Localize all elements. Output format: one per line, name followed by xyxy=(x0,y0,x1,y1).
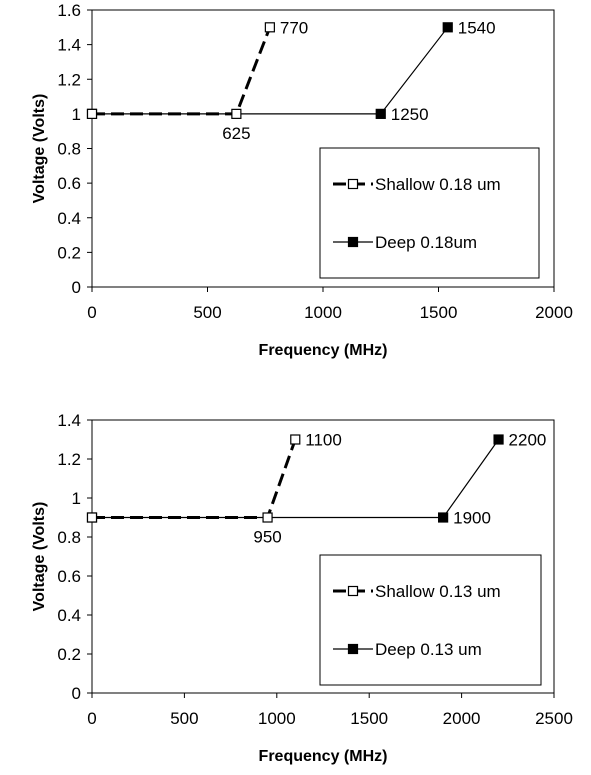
legend-marker xyxy=(347,178,359,190)
x-tick-label: 500 xyxy=(170,709,198,728)
x-axis-title: Frequency (MHz) xyxy=(259,342,388,359)
y-tick-label: 1.2 xyxy=(57,450,81,469)
y-tick-label: 0.4 xyxy=(57,606,81,625)
legend-marker xyxy=(347,236,359,248)
data-point-marker xyxy=(262,512,273,523)
data-point-marker xyxy=(290,434,301,445)
legend: Shallow 0.13 um Deep 0.13 um xyxy=(319,554,542,686)
data-label: 950 xyxy=(253,528,281,547)
x-tick-label: 1000 xyxy=(258,709,296,728)
x-tick-label: 0 xyxy=(87,709,96,728)
legend-box xyxy=(319,554,542,686)
legend-marker xyxy=(347,585,359,597)
data-label: 1100 xyxy=(305,431,342,450)
series-path xyxy=(92,439,500,519)
y-tick-label: 1 xyxy=(72,105,81,124)
data-label: 770 xyxy=(280,18,308,37)
series-path xyxy=(92,26,449,115)
series-path xyxy=(92,438,297,519)
y-axis-title: Voltage (Volts) xyxy=(31,94,48,204)
data-label: 1540 xyxy=(458,18,496,37)
y-tick-label: 1.2 xyxy=(57,70,81,89)
x-tick-label: 500 xyxy=(193,303,221,322)
data-point-marker xyxy=(442,22,453,33)
y-tick-label: 0.2 xyxy=(57,243,81,262)
x-tick-label: 2000 xyxy=(443,709,481,728)
data-label: 1250 xyxy=(391,105,429,124)
data-point-marker xyxy=(86,512,98,523)
legend-marker xyxy=(347,643,359,655)
legend-entry-label: Deep 0.18um xyxy=(375,233,477,252)
data-point-marker xyxy=(438,512,449,523)
y-tick-label: 1.4 xyxy=(57,411,81,430)
x-tick-label: 1000 xyxy=(304,303,342,322)
x-tick-label: 2000 xyxy=(535,303,573,322)
y-tick-label: 1 xyxy=(72,489,81,508)
data-point-marker xyxy=(493,434,504,445)
plot-area xyxy=(91,419,555,694)
legend-box xyxy=(319,147,540,279)
data-label: 2200 xyxy=(509,431,547,450)
x-axis-title: Frequency (MHz) xyxy=(259,748,388,765)
y-tick-label: 0.6 xyxy=(57,174,81,193)
y-tick-label: 0.2 xyxy=(57,645,81,664)
y-tick-label: 1.6 xyxy=(57,1,81,20)
y-tick-label: 0.4 xyxy=(57,209,81,228)
legend: Shallow 0.18 um Deep 0.18um xyxy=(319,147,540,279)
y-tick-label: 0 xyxy=(72,278,81,297)
x-tick-label: 0 xyxy=(87,303,96,322)
data-point-marker xyxy=(375,108,386,119)
series-solid-line xyxy=(86,434,504,523)
x-tick-label: 2500 xyxy=(535,709,573,728)
y-tick-label: 1.4 xyxy=(57,36,81,55)
series-path xyxy=(92,26,272,116)
data-label: 1900 xyxy=(453,509,491,528)
legend-entry-label: Deep 0.13 um xyxy=(375,640,482,659)
y-tick-label: 0 xyxy=(72,684,81,703)
y-axis-title: Voltage (Volts) xyxy=(31,502,48,612)
series-dashed-line xyxy=(86,434,301,523)
x-tick-label: 1500 xyxy=(350,709,388,728)
legend-entry-label: Shallow 0.18 um xyxy=(375,175,501,194)
data-label: 625 xyxy=(222,124,250,143)
data-point-marker xyxy=(264,22,275,33)
x-tick-label: 1500 xyxy=(420,303,458,322)
data-point-marker xyxy=(86,108,98,119)
series-dashed-line xyxy=(86,22,275,119)
chart-013um: 0 0.2 0.4 0.6 0.8 1 1.2 1.4 0 500 1000 1500 2000 2500… xyxy=(31,411,573,765)
y-tick-label: 0.6 xyxy=(57,567,81,586)
legend-entry-label: Shallow 0.13 um xyxy=(375,582,501,601)
data-point-marker xyxy=(231,108,242,119)
y-tick-label: 0.8 xyxy=(57,528,81,547)
y-tick-label: 0.8 xyxy=(57,140,81,159)
chart-018um: 0 0.2 0.4 0.6 0.8 1 1.2 1.4 1.6 0 500 1000 1500 2000 F… xyxy=(31,1,573,359)
